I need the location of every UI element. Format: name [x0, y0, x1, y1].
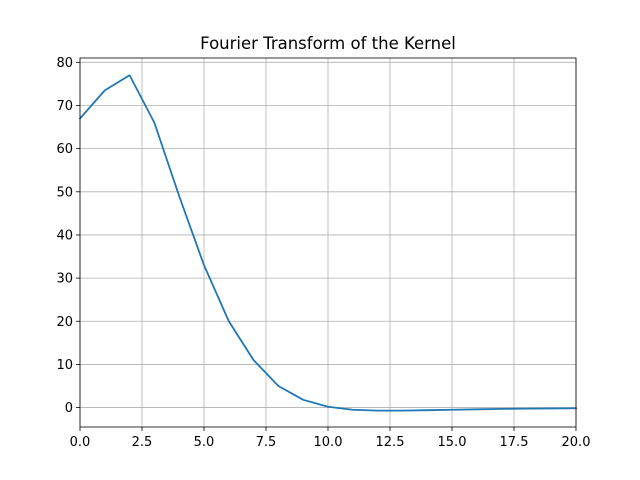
- x-tick-label: 17.5: [500, 435, 529, 450]
- x-gridlines: [79, 58, 577, 427]
- y-tick-label: 20: [56, 315, 73, 330]
- y-tick-label: 60: [56, 142, 73, 157]
- y-tick-label: 0: [65, 401, 73, 416]
- x-tick-label: 2.5: [132, 435, 153, 450]
- x-axis: 0.0 2.5 5.0 7.5 10.0 12.5 15.0 17.5 20.0: [70, 427, 591, 450]
- x-tick-label: 0.0: [70, 435, 91, 450]
- x-tick-label: 20.0: [562, 435, 591, 450]
- x-tick-label: 10.0: [314, 435, 343, 450]
- y-tick-label: 40: [56, 228, 73, 243]
- y-tick-label: 50: [56, 185, 73, 200]
- y-tick-label: 80: [56, 56, 73, 71]
- series-layer: [78, 74, 577, 412]
- y-axis: 0 10 20 30 40 50 60 70 80: [56, 56, 80, 416]
- y-gridlines: [80, 61, 576, 408]
- x-tick-label: 15.0: [438, 435, 467, 450]
- x-tick-label: 5.0: [194, 435, 215, 450]
- x-tick-label: 12.5: [376, 435, 405, 450]
- chart-title: Fourier Transform of the Kernel: [200, 34, 456, 53]
- x-tick-label: 7.5: [256, 435, 277, 450]
- y-tick-label: 70: [56, 99, 73, 114]
- y-tick-label: 30: [56, 272, 73, 287]
- y-tick-label: 10: [56, 358, 73, 373]
- series-line: [78, 74, 577, 412]
